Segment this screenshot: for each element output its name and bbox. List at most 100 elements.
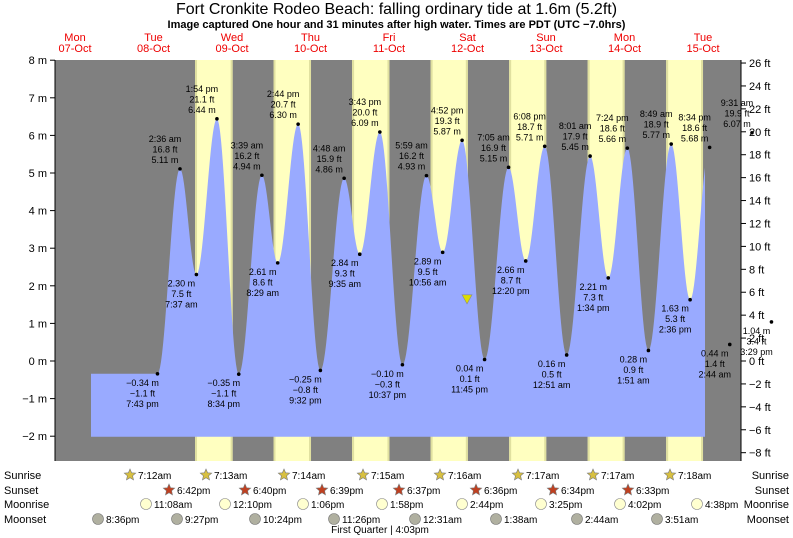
moonset-icon — [651, 513, 663, 525]
sunrise-icon — [663, 468, 677, 481]
tide-label: 5.11 m — [152, 155, 179, 165]
day-name: Wed — [221, 32, 243, 44]
tide-label: 6.09 m — [351, 118, 379, 128]
tide-label: 8:34 pm — [207, 399, 240, 409]
tide-label: 6.07 m — [723, 119, 751, 129]
tide-label: 7:37 am — [165, 300, 198, 310]
tide-point — [707, 145, 712, 150]
tide-point — [523, 259, 528, 263]
moonrise-icon — [219, 498, 231, 510]
tide-label: −1.1 ft — [130, 388, 156, 398]
tide-label: 11:45 pm — [451, 384, 488, 394]
tide-point — [275, 261, 280, 265]
day-date: 07-Oct — [58, 43, 91, 55]
tide-label: 7.5 ft — [171, 289, 192, 299]
tide-point — [194, 272, 199, 277]
row-label-sunset-right: Sunset — [755, 485, 789, 497]
row-label-moonset-right: Moonset — [747, 514, 789, 526]
tide-area-fill — [91, 118, 705, 437]
moonrise-time: 4:02pm — [628, 500, 661, 511]
tide-point — [727, 342, 732, 347]
tide-point — [750, 130, 754, 135]
y-tick-label-ft: −2 ft — [749, 379, 771, 391]
row-label-moonrise-right: Moonrise — [744, 499, 789, 511]
tide-label: 2.89 m — [414, 256, 442, 266]
y-tick-label-ft: 12 ft — [749, 218, 770, 230]
y-tick-label-ft: 20 ft — [749, 127, 770, 139]
tide-label: 3:29 pm — [740, 347, 773, 357]
y-tick-label-ft: 24 ft — [749, 81, 770, 93]
tide-point — [260, 173, 264, 178]
moonrise-icon — [456, 498, 468, 510]
y-tick-label-m: 8 m — [29, 55, 47, 67]
tide-label: 17.9 ft — [563, 132, 589, 142]
tide-label: 1.4 ft — [705, 359, 726, 369]
y-tick-label-ft: 0 ft — [749, 356, 764, 368]
tide-label: 0.28 m — [620, 354, 648, 364]
tide-label: 8.7 ft — [501, 275, 522, 285]
y-tick-label-ft: −4 ft — [749, 402, 771, 414]
sunset-time: 6:33pm — [636, 486, 669, 497]
tide-label: 16.8 ft — [152, 144, 178, 154]
tide-label: 0.44 m — [701, 348, 729, 358]
tide-point — [215, 117, 219, 121]
tide-label: 4.94 m — [233, 161, 261, 171]
y-tick-label-ft: 8 ft — [749, 264, 764, 276]
sunset-icon — [621, 483, 635, 496]
y-tick-label-ft: −8 ft — [749, 448, 771, 460]
daylight-edge — [230, 60, 233, 461]
day-date: 11-Oct — [373, 43, 405, 55]
axes: 8 m 7 m 6 m 5 m 4 m 3 m 2 m 1 m 0 m −1 m −2 m 26 ft… — [22, 55, 771, 461]
moonrise-time: 11:08am — [154, 500, 192, 511]
y-tick-label-m: 4 m — [29, 206, 47, 218]
tide-label: −0.3 ft — [375, 379, 401, 389]
moonrise-icon — [535, 498, 547, 510]
tide-label: 19.3 ft — [435, 116, 461, 126]
sunset-time: 6:39pm — [330, 486, 363, 497]
tide-point — [606, 276, 611, 280]
tide-label: 21.1 ft — [189, 94, 215, 104]
tide-label: 18.6 ft — [682, 123, 708, 133]
y-tick-label-ft: 14 ft — [749, 196, 770, 208]
moonrise-time: 2:44pm — [470, 500, 503, 511]
sunrise-time: 7:17am — [601, 471, 634, 482]
sunrise-icon — [356, 468, 370, 481]
y-tick-label-ft: 10 ft — [749, 241, 770, 253]
y-tick-label-m: 2 m — [29, 281, 47, 293]
moonset-time: 12:31am — [423, 515, 462, 526]
moonrise-icon — [297, 498, 309, 510]
daylight-edge — [195, 60, 198, 461]
moonset-icon — [249, 513, 261, 525]
tide-label: 2:36 pm — [659, 325, 692, 335]
moonrise-icon — [614, 498, 626, 510]
day-name: Fri — [383, 32, 396, 44]
row-label-sunset: Sunset — [4, 485, 38, 497]
day-name: Mon — [614, 32, 635, 44]
tide-label: 0.04 m — [456, 363, 484, 373]
tide-point — [400, 362, 405, 367]
tide-point — [424, 173, 429, 178]
moonset-icon — [92, 513, 104, 525]
tide-label: 2.21 m — [579, 282, 607, 292]
moonset-time: 3:51am — [665, 515, 698, 526]
tide-label: 3.4 ft — [746, 336, 767, 346]
moonrise-time: 12:10pm — [233, 500, 272, 511]
moonset-icon — [490, 513, 502, 525]
moonrise-icon — [691, 498, 703, 510]
tide-label: −1.1 ft — [211, 389, 237, 399]
tide-label: 0.1 ft — [460, 374, 481, 384]
row-label-moonrise: Moonrise — [4, 499, 49, 511]
tide-label: 6:08 pm — [513, 111, 546, 121]
daylight-edge — [309, 60, 312, 461]
day-date: 10-Oct — [294, 43, 327, 55]
day-name: Tue — [144, 32, 163, 44]
tide-label: 3:39 am — [231, 140, 264, 150]
day-name: Mon — [64, 32, 85, 44]
tide-point — [460, 138, 464, 143]
moonset-time: 10:24pm — [263, 515, 302, 526]
tide-label: 2.30 m — [168, 279, 196, 289]
day-date: 13-Oct — [529, 43, 562, 55]
y-tick-label-ft: 26 ft — [749, 58, 770, 70]
tide-point — [318, 368, 323, 373]
y-tick-label-ft: 16 ft — [749, 173, 770, 185]
